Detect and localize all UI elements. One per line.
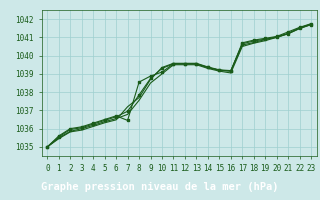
Text: Graphe pression niveau de la mer (hPa): Graphe pression niveau de la mer (hPa)	[41, 182, 279, 192]
